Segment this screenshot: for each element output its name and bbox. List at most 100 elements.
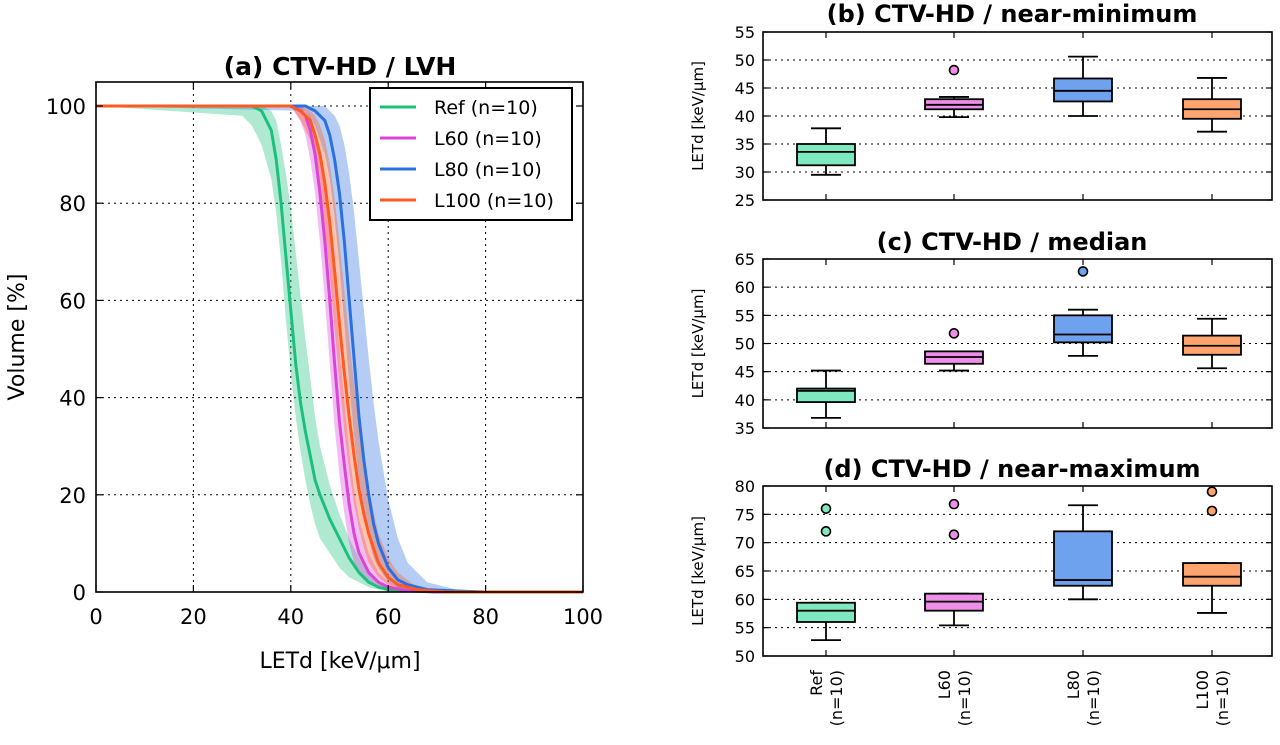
y-tick-label: 80 <box>735 477 755 496</box>
outlier-point <box>1206 486 1218 497</box>
y-tick-label: 55 <box>735 306 755 325</box>
box-iqr <box>1053 314 1113 344</box>
panel-frame <box>762 258 1273 429</box>
outlier-point <box>948 64 960 76</box>
y-tick-label: 60 <box>735 590 755 609</box>
y-tick-label: 70 <box>735 534 755 553</box>
y-tick-label: 35 <box>735 419 755 438</box>
category-label: L80(n=10) <box>1064 670 1103 726</box>
y-tick-label: 35 <box>735 135 755 154</box>
panel-a-line-chart: (a) CTV-HD / LVH 0 20 40 60 80 100 0 20 40 60 80 10… <box>5 52 603 674</box>
box-L100 <box>1182 77 1242 133</box>
category-label: L100(n=10) <box>1193 670 1232 726</box>
x-tick-label: 20 <box>180 605 207 629</box>
y-tick-label: 55 <box>735 23 755 42</box>
y-tick-label: 45 <box>735 79 755 98</box>
category-labels: Ref(n=10) L60(n=10) L80(n=10) L100(n=10) <box>807 670 1232 727</box>
y-axis-label: LETd [keV/μm] <box>689 516 707 626</box>
box-Ref <box>796 127 856 176</box>
box-L60 <box>924 328 984 372</box>
category-label: Ref(n=10) <box>807 670 846 727</box>
y-axis-label: LETd [keV/μm] <box>689 61 707 171</box>
y-tick-label: 40 <box>735 107 755 126</box>
x-tick-label: 0 <box>89 605 102 629</box>
legend-label-2: L80 (n=10) <box>434 159 542 181</box>
y-tick-label: 100 <box>46 95 86 119</box>
series-band-1 <box>96 106 583 592</box>
box-L80 <box>1053 55 1113 117</box>
y-tick-label: 40 <box>735 391 755 410</box>
category-label-line: L80 <box>1064 670 1083 699</box>
series-band-3 <box>96 106 583 592</box>
category-label-line: (n=10) <box>1213 670 1232 726</box>
outlier-point <box>948 529 960 541</box>
category-label-line: L100 <box>1193 670 1212 709</box>
y-tick-label: 30 <box>735 163 755 182</box>
box-iqr <box>796 387 856 403</box>
panel-a-legend: Ref (n=10) L60 (n=10) L80 (n=10) L100 (n=10… <box>369 87 573 221</box>
panel-a-frame <box>95 81 584 593</box>
series-line-1 <box>96 104 583 594</box>
y-tick-label: 20 <box>59 484 86 508</box>
x-tick-label: 80 <box>472 605 499 629</box>
y-tick-label: 50 <box>735 647 755 666</box>
panel-b-title: (b) CTV-HD / near-minimum <box>827 0 1198 28</box>
outlier-point <box>820 503 832 514</box>
y-tick-label: 60 <box>59 289 86 313</box>
category-label-line: Ref <box>807 670 826 696</box>
y-tick-label: 80 <box>59 192 86 216</box>
category-label-line: (n=10) <box>1084 670 1103 726</box>
outlier-point <box>1077 266 1089 277</box>
legend-label-0: Ref (n=10) <box>434 97 538 119</box>
box-iqr <box>796 143 856 167</box>
y-tick-label: 65 <box>735 562 755 581</box>
category-label: L60(n=10) <box>935 670 974 726</box>
legend-box <box>369 87 573 221</box>
x-tick-label: 60 <box>375 605 402 629</box>
box-L80 <box>1053 266 1113 357</box>
box-Ref <box>796 503 856 642</box>
box-iqr <box>1053 530 1113 587</box>
outlier-point <box>820 526 832 537</box>
panel-a-title: (a) CTV-HD / LVH <box>224 52 457 81</box>
category-label-line: (n=10) <box>827 670 846 726</box>
y-axis-label: LETd [keV/μm] <box>689 289 707 399</box>
box-L60 <box>924 498 984 627</box>
panel-c-box-chart: (c) CTV-HD / median 35 40 45 50 55 60 65 LETd [… <box>689 228 1273 438</box>
box-L80 <box>1053 504 1113 601</box>
panel-d-box-chart: (d) CTV-HD / near-maximum 50 55 60 65 70 75 80… <box>689 455 1273 666</box>
outlier-point <box>948 328 960 339</box>
y-tick-label: 75 <box>735 505 755 524</box>
panel-a-lines <box>96 104 583 594</box>
box-iqr <box>1182 562 1242 587</box>
box-L100 <box>1182 486 1242 614</box>
series-line-3 <box>96 104 583 594</box>
y-tick-label: 45 <box>735 363 755 382</box>
panel-frame <box>762 31 1273 201</box>
box-L100 <box>1182 317 1242 370</box>
y-tick-label: 60 <box>735 278 755 297</box>
x-tick-label: 40 <box>277 605 304 629</box>
y-tick-label: 50 <box>735 51 755 70</box>
panel-a-ylabel: Volume [%] <box>5 274 30 401</box>
y-tick-label: 25 <box>735 191 755 210</box>
panel-b-box-chart: (b) CTV-HD / near-minimum 25 30 35 40 45 50 55… <box>689 0 1273 210</box>
category-label-line: (n=10) <box>955 670 974 726</box>
y-tick-label: 55 <box>735 619 755 638</box>
panel-d-title: (d) CTV-HD / near-maximum <box>823 455 1200 483</box>
legend-label-3: L100 (n=10) <box>434 190 554 212</box>
legend-label-1: L60 (n=10) <box>434 128 542 150</box>
panel-frame <box>762 485 1273 657</box>
y-tick-label: 40 <box>59 387 86 411</box>
box-iqr <box>796 601 856 623</box>
outlier-point <box>1206 505 1218 517</box>
y-tick-label: 50 <box>735 335 755 354</box>
box-L60 <box>924 64 984 119</box>
series-line-0 <box>96 104 583 594</box>
panel-a-xlabel: LETd [keV/μm] <box>259 649 420 674</box>
box-Ref <box>796 369 856 419</box>
y-tick-label: 0 <box>73 581 86 605</box>
category-label-line: L60 <box>935 670 954 699</box>
panel-a-ticks: 0 20 40 60 80 100 0 20 40 60 80 100 <box>46 82 603 629</box>
